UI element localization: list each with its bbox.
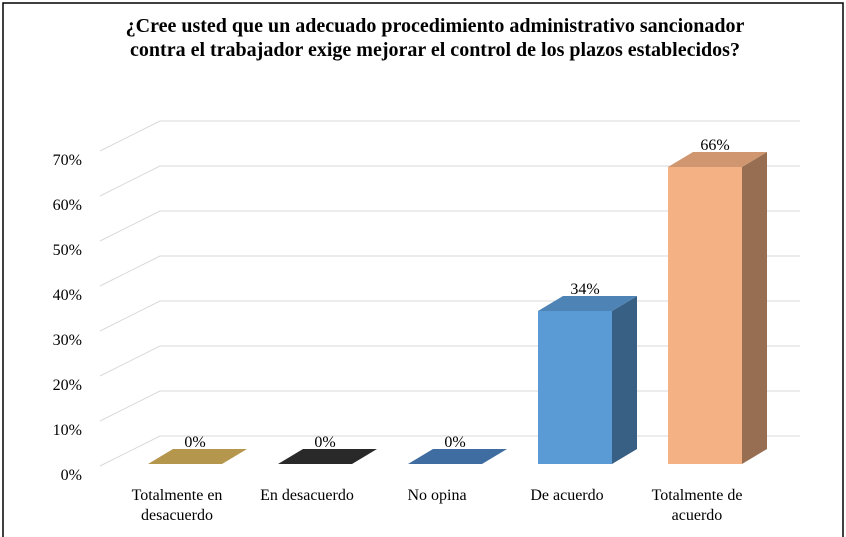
grid-line [99, 255, 800, 287]
bar-top [278, 449, 377, 464]
y-tick-label: 30% [53, 332, 82, 349]
x-tick-label: Totalmente en desacuerdo [131, 487, 223, 524]
value-label: 0% [444, 434, 465, 451]
y-tick-label: 0% [61, 467, 82, 484]
x-tick-label: Totalmente de acuerdo [651, 487, 743, 524]
bar-top [668, 152, 767, 167]
value-label: 34% [570, 281, 599, 298]
bar-side [612, 296, 637, 464]
x-tick-label: En desacuerdo [260, 487, 354, 504]
bar-top [538, 296, 637, 311]
x-tick-label: No opina [407, 487, 467, 504]
y-tick-label: 70% [53, 152, 82, 169]
bar [668, 167, 742, 464]
x-tick-label: De acuerdo [530, 487, 604, 504]
bar-top [408, 449, 507, 464]
y-tick-label: 60% [53, 197, 82, 214]
bar-top [148, 449, 247, 464]
value-label: 66% [700, 137, 729, 154]
grid-line [99, 120, 800, 152]
chart-title: ¿Cree usted que un adecuado procedimient… [125, 15, 745, 61]
grid-line [99, 165, 800, 197]
value-label: 0% [184, 434, 205, 451]
bar [538, 311, 612, 464]
value-label: 0% [314, 434, 335, 451]
bar-side [742, 152, 767, 464]
y-tick-label: 50% [53, 242, 82, 259]
grid-line [99, 210, 800, 242]
y-tick-label: 20% [53, 377, 82, 394]
y-tick-label: 40% [53, 287, 82, 304]
y-tick-label: 10% [53, 422, 82, 439]
